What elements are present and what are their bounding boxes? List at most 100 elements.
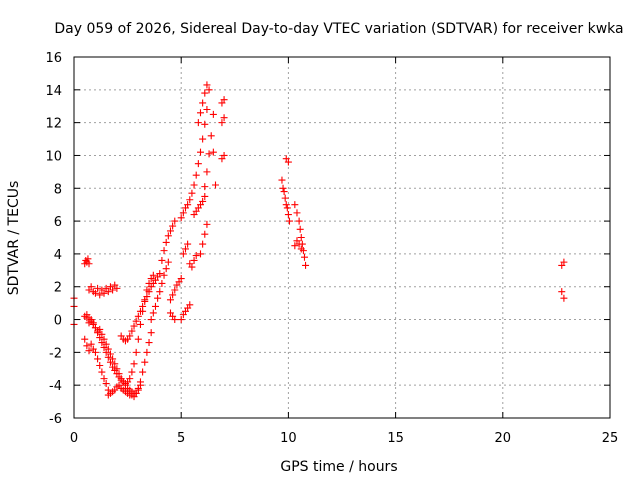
data-point xyxy=(171,217,179,225)
data-point xyxy=(203,106,211,114)
data-point xyxy=(278,176,286,184)
data-point xyxy=(134,384,142,392)
data-point xyxy=(196,250,204,258)
data-point xyxy=(136,378,144,386)
data-point xyxy=(207,132,215,140)
data-point xyxy=(291,201,299,209)
data-point xyxy=(162,238,170,246)
data-point xyxy=(201,120,209,128)
data-point xyxy=(149,271,157,279)
data-point xyxy=(158,256,166,264)
data-series xyxy=(158,217,179,264)
data-point xyxy=(199,240,207,248)
data-series xyxy=(218,96,228,127)
data-series xyxy=(282,155,292,166)
data-point xyxy=(283,204,291,212)
data-point xyxy=(220,96,228,104)
data-point xyxy=(201,89,209,97)
data-point xyxy=(113,284,121,292)
data-point xyxy=(295,217,303,225)
data-point xyxy=(199,135,207,143)
data-series xyxy=(291,201,310,269)
x-tick-label: 25 xyxy=(602,431,619,446)
y-tick-label: 0 xyxy=(54,314,62,329)
x-tick-label: 5 xyxy=(177,431,185,446)
data-series xyxy=(81,335,112,394)
data-point xyxy=(177,316,185,324)
y-tick-label: 6 xyxy=(54,215,62,230)
data-point xyxy=(169,222,177,230)
data-point xyxy=(102,380,110,388)
data-point xyxy=(302,261,310,269)
data-point xyxy=(98,330,106,338)
data-point xyxy=(106,350,114,358)
y-tick-label: -2 xyxy=(49,346,62,361)
y-tick-label: -6 xyxy=(49,412,62,427)
data-point xyxy=(111,360,119,368)
x-tick-label: 20 xyxy=(495,431,512,446)
data-point xyxy=(203,81,211,89)
data-point xyxy=(83,342,91,350)
data-point xyxy=(100,289,108,297)
data-point xyxy=(94,284,102,292)
data-point xyxy=(186,301,194,309)
data-point xyxy=(85,347,93,355)
data-point xyxy=(87,283,95,291)
data-point xyxy=(558,288,566,296)
data-point xyxy=(128,368,136,376)
data-series xyxy=(179,240,200,271)
data-point xyxy=(190,256,198,264)
data-point xyxy=(169,291,177,299)
plot-frame xyxy=(73,56,611,419)
data-point xyxy=(218,119,226,127)
data-point xyxy=(284,158,292,166)
data-series xyxy=(558,258,568,302)
y-axis-label: SDTVAR / TECUs xyxy=(6,181,22,296)
chart-title: Day 059 of 2026, Sidereal Day-to-day VTE… xyxy=(54,21,623,37)
data-point xyxy=(192,252,200,260)
data-series xyxy=(194,81,213,127)
data-point xyxy=(134,335,142,343)
data-point xyxy=(280,188,288,196)
data-point xyxy=(291,242,299,250)
data-point xyxy=(184,201,192,209)
data-point xyxy=(136,320,144,328)
data-point xyxy=(96,291,104,299)
data-point xyxy=(164,258,172,266)
data-point xyxy=(171,286,179,294)
data-point xyxy=(139,302,147,310)
data-series xyxy=(291,237,305,253)
data-point xyxy=(212,181,220,189)
data-point xyxy=(209,148,217,156)
data-point xyxy=(94,355,102,363)
data-point xyxy=(145,288,153,296)
data-point xyxy=(199,99,207,107)
data-point xyxy=(181,245,189,253)
y-tick-label: 10 xyxy=(45,149,62,164)
data-point xyxy=(279,184,287,192)
data-point xyxy=(201,183,209,191)
y-tick-label: 16 xyxy=(45,51,62,66)
data-point xyxy=(109,355,117,363)
data-point xyxy=(160,271,168,279)
data-point xyxy=(84,255,92,263)
data-point xyxy=(205,150,213,158)
data-point xyxy=(203,220,211,228)
data-point xyxy=(179,209,187,217)
data-series xyxy=(209,148,220,189)
data-point xyxy=(91,289,99,297)
data-point xyxy=(296,225,304,233)
data-series xyxy=(218,151,228,163)
data-point xyxy=(164,232,172,240)
data-point xyxy=(115,370,123,378)
data-point xyxy=(184,240,192,248)
data-point xyxy=(141,297,149,305)
data-point xyxy=(98,368,106,376)
axis-ticks: 0 5 10 15 20 25 -6 -4 -2 0 2 4 6 8 10 12 14 16 xyxy=(45,51,618,446)
data-series xyxy=(83,314,144,397)
data-point xyxy=(297,245,305,253)
data-point xyxy=(96,325,104,333)
data-points xyxy=(70,81,568,401)
x-tick-label: 15 xyxy=(387,431,404,446)
data-point xyxy=(143,348,151,356)
